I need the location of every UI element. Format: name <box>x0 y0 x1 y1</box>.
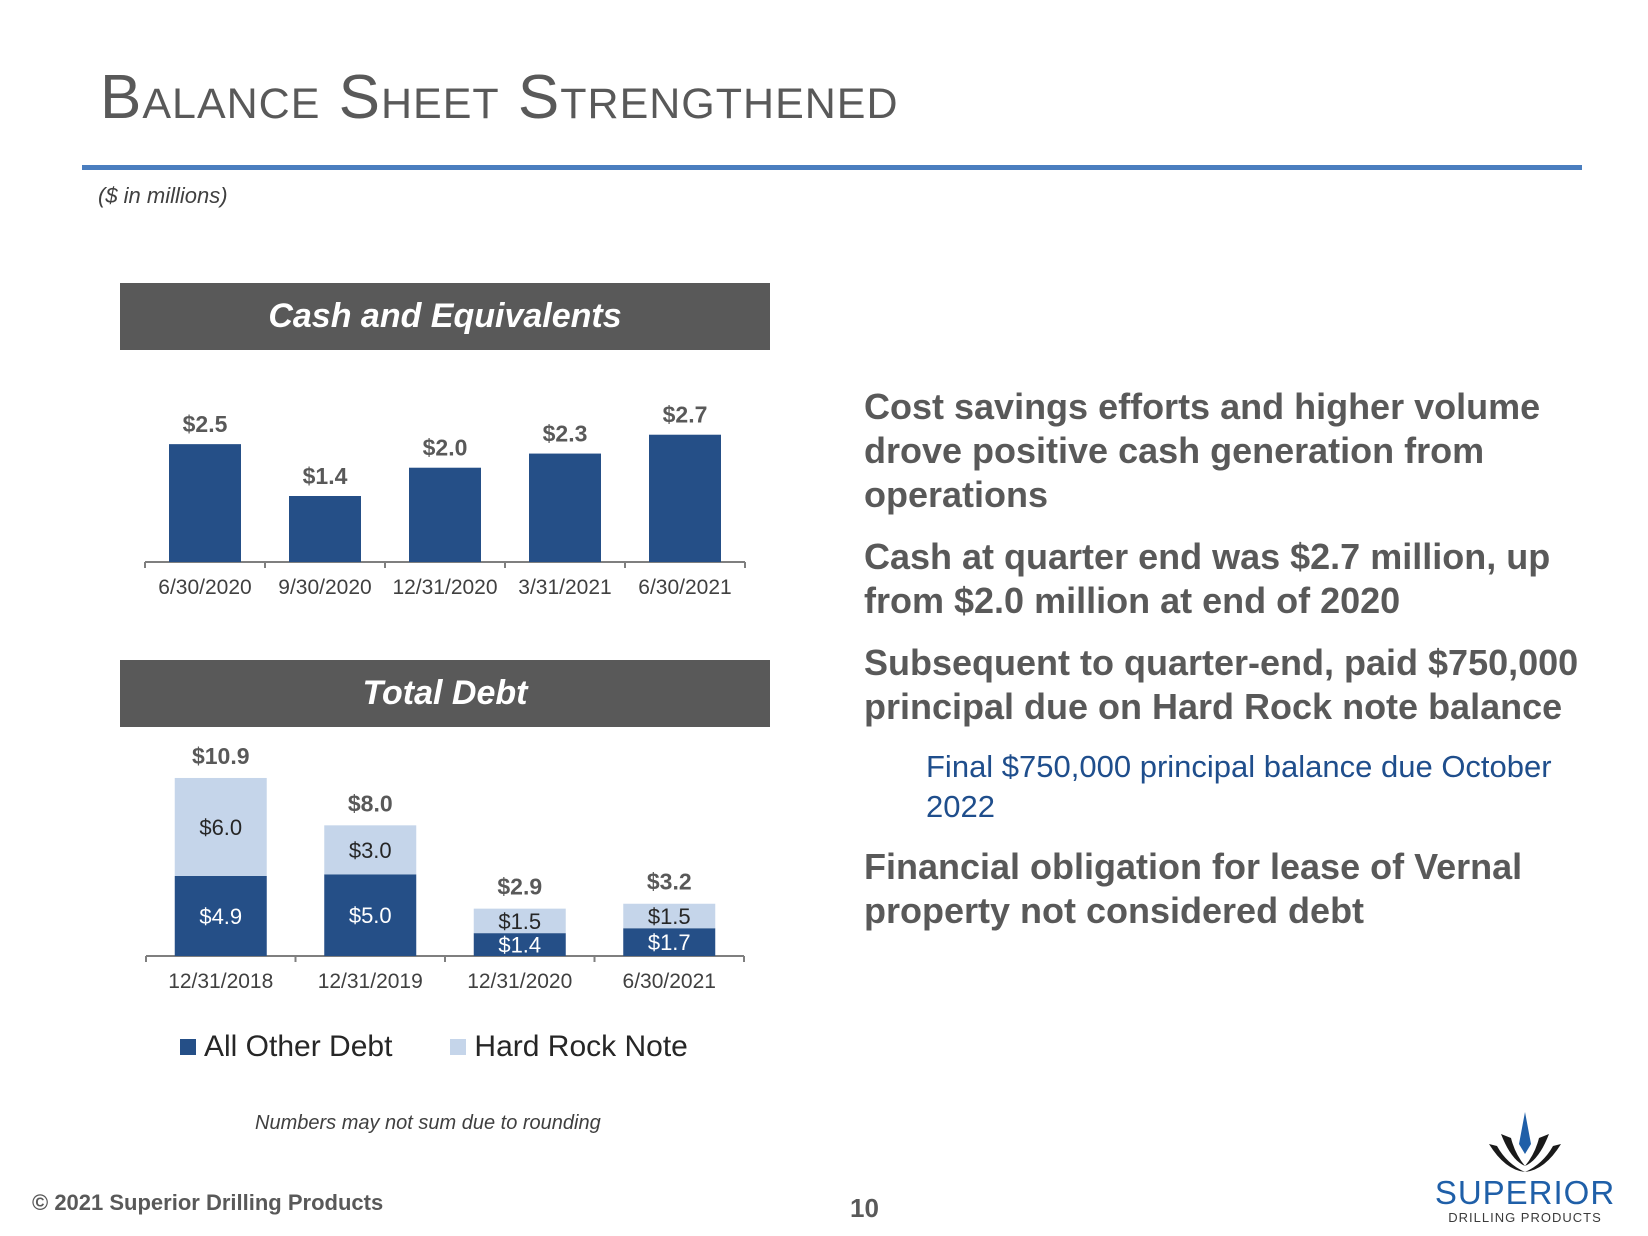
cash-category-label: 3/31/2021 <box>518 576 611 599</box>
debt-chart-banner: Total Debt <box>120 660 770 727</box>
cash-chart-banner: Cash and Equivalents <box>120 283 770 350</box>
cash-value-label: $2.0 <box>423 435 468 461</box>
page-title: Balance Sheet Strengthened <box>100 63 899 132</box>
debt-category-label: 12/31/2020 <box>467 970 572 993</box>
debt-total-label: $8.0 <box>348 790 393 816</box>
cash-category-label: 9/30/2020 <box>278 576 371 599</box>
cash-category-label: 12/31/2020 <box>392 576 497 599</box>
debt-category-label: 6/30/2021 <box>623 970 716 993</box>
page-number: 10 <box>850 1193 879 1223</box>
logo-wordmark: SUPERIOR <box>1434 1174 1616 1211</box>
debt-chart-title: Total Debt <box>362 674 528 712</box>
debt-segment-label-hard-rock: $1.5 <box>498 909 541 934</box>
cash-bar-chart: $2.5 6/30/2020 $1.4 9/30/2020 $2.0 12/31/2020… <box>144 402 746 599</box>
legend-swatch-hard-rock <box>450 1039 467 1055</box>
debt-bar-other-debt <box>324 874 417 956</box>
cash-value-label: $2.3 <box>543 421 588 447</box>
debt-segment-label-other: $1.4 <box>498 933 541 958</box>
company-logo: SUPERIOR DRILLING PRODUCTS <box>1415 1110 1635 1225</box>
title-divider <box>82 165 1582 170</box>
debt-segment-label-hard-rock: $6.0 <box>199 815 242 840</box>
debt-bar-other-debt <box>473 933 566 956</box>
debt-segment-label-other: $5.0 <box>349 903 392 928</box>
legend-item-other-debt: All Other Debt <box>180 1030 392 1064</box>
rounding-footnote: Numbers may not sum due to rounding <box>255 1112 601 1134</box>
debt-segment-label-hard-rock: $1.5 <box>648 904 691 929</box>
debt-bar-hard-rock <box>473 908 566 934</box>
cash-value-label: $1.4 <box>303 463 348 489</box>
logo-subtitle: DRILLING PRODUCTS <box>1448 1210 1602 1225</box>
debt-category-label: 12/31/2019 <box>318 970 423 993</box>
debt-segment-label-other: $1.7 <box>648 930 691 955</box>
legend-label-other-debt: All Other Debt <box>204 1030 393 1063</box>
bullet-cash-quarter: Cash at quarter end was $2.7 million, up… <box>864 536 1551 621</box>
debt-bar-hard-rock <box>174 777 267 876</box>
cash-category-label: 6/30/2021 <box>638 576 731 599</box>
legend-swatch-other-debt <box>180 1039 196 1055</box>
sub-bullet-final-balance: Final $750,000 principal balance due Oct… <box>926 749 1552 824</box>
debt-legend: All Other Debt Hard Rock Note <box>180 1030 746 1064</box>
debt-bar-hard-rock <box>623 903 716 929</box>
units-note: ($ in millions) <box>98 183 228 208</box>
cash-bar <box>409 467 481 562</box>
debt-segment-label-other: $4.9 <box>199 904 242 929</box>
cash-value-label: $2.7 <box>663 402 708 428</box>
legend-item-hard-rock: Hard Rock Note <box>450 1030 688 1064</box>
bullet-lease-obligation: Financial obligation for lease of Vernal… <box>864 846 1523 931</box>
debt-bar-hard-rock <box>324 825 417 875</box>
debt-segment-label-hard-rock: $3.0 <box>349 838 392 863</box>
drill-bit-icon <box>1489 1112 1561 1172</box>
copyright-text: © 2021 Superior Drilling Products <box>32 1190 384 1215</box>
cash-category-label: 6/30/2020 <box>158 576 251 599</box>
debt-bar-other-debt <box>623 928 716 956</box>
debt-stacked-bar-chart: $4.9 $6.0 $10.9 12/31/2018 $5.0 $3.0 $8.0 12/31… <box>145 743 745 993</box>
debt-category-label: 12/31/2018 <box>168 970 273 993</box>
bullet-principal-paid: Subsequent to quarter-end, paid $750,000… <box>864 642 1579 727</box>
debt-bar-other-debt <box>174 875 267 956</box>
cash-bar <box>169 444 241 562</box>
cash-chart-title: Cash and Equivalents <box>268 297 622 335</box>
legend-label-hard-rock: Hard Rock Note <box>474 1030 688 1063</box>
bullet-list: Cost savings efforts and higher volume d… <box>864 385 1624 951</box>
bullet-cost-savings: Cost savings efforts and higher volume d… <box>864 386 1541 515</box>
cash-bar <box>529 453 601 562</box>
debt-total-label: $10.9 <box>192 743 250 769</box>
cash-bar <box>289 496 361 562</box>
cash-value-label: $2.5 <box>183 411 228 437</box>
cash-bar <box>649 434 721 562</box>
debt-total-label: $2.9 <box>497 874 542 900</box>
debt-total-label: $3.2 <box>647 869 692 895</box>
